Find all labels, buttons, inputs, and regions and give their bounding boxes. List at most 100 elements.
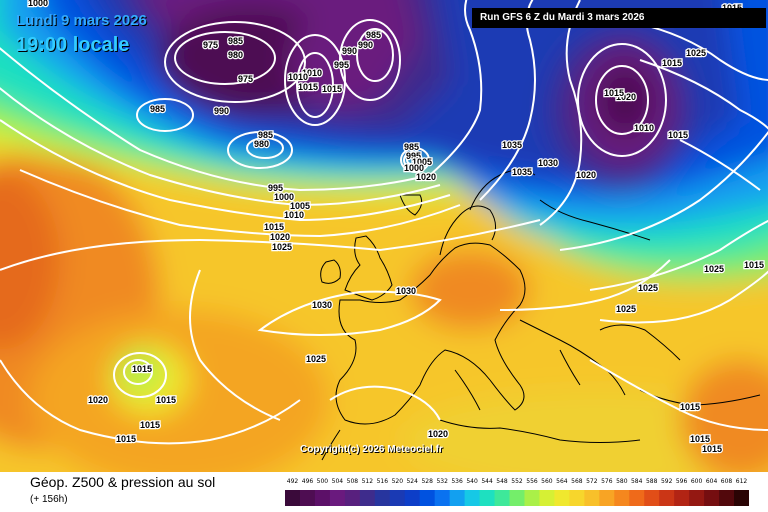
isobar-label: 980	[254, 139, 269, 149]
isobar-label: 1015	[690, 434, 710, 444]
isobar-label: 1015	[668, 130, 688, 140]
legend-swatch	[344, 490, 361, 506]
legend-swatch	[569, 490, 585, 506]
legend-value: 508	[346, 478, 359, 485]
legend-swatch	[479, 490, 496, 506]
legend-swatch	[599, 490, 615, 506]
legend-swatch	[314, 490, 331, 506]
isobar-label: 1020	[576, 170, 596, 180]
isobar-label: 1025	[272, 242, 292, 252]
legend-value: 540	[466, 478, 478, 485]
isobar-labels: 1000 975 985 980 975 1010 990 985 990 99…	[27, 0, 766, 455]
isobar-label: 985	[228, 36, 243, 46]
legend-swatch	[614, 490, 630, 506]
isobar-label: 1020	[88, 395, 108, 405]
isobar-label: 1015	[744, 260, 764, 270]
isobar-label: 1015	[680, 402, 700, 412]
legend-value: 520	[391, 478, 404, 485]
isobar-label: 1015	[702, 444, 722, 454]
legend-swatch	[734, 490, 749, 506]
geopotential-field	[0, 0, 768, 472]
legend-value: 612	[735, 478, 748, 485]
isobar-label: 1015	[132, 364, 152, 374]
isobar-label: 1030	[538, 158, 558, 168]
isobar-lines	[0, 0, 768, 443]
model-run-label: Run GFS 6 Z du Mardi 3 mars 2026	[472, 8, 766, 28]
isobar-label: 1025	[306, 354, 326, 364]
isobar-label: 995	[268, 183, 283, 193]
weather-map: 1000 975 985 980 975 1010 990 985 990 99…	[0, 0, 768, 472]
legend-swatch	[359, 490, 376, 506]
legend-swatch	[629, 490, 645, 506]
legend-swatch	[554, 490, 570, 506]
map-parameter-title: Géop. Z500 & pression au sol	[30, 474, 216, 490]
isobar-label: 1025	[704, 264, 724, 274]
color-legend-labels: 492 496 500 504 508 512 516 520 524 528 532 536 540 5…	[282, 478, 754, 488]
legend-value: 592	[660, 478, 673, 485]
legend-value: 584	[630, 478, 643, 485]
isobar-label: 1005	[290, 201, 310, 211]
legend-swatch	[285, 490, 301, 506]
legend-value: 576	[601, 478, 613, 485]
legend-swatch	[449, 490, 466, 506]
legend-swatch	[464, 490, 481, 506]
legend-swatch	[509, 490, 525, 506]
legend-value: 572	[586, 478, 598, 485]
copyright-notice: Copyright(c) 2026 Meteociel.fr	[300, 444, 443, 455]
weather-map-graphic: 1000 975 985 980 975 1010 990 985 990 99…	[0, 0, 768, 472]
legend-swatch	[644, 490, 660, 506]
legend-swatch	[524, 490, 540, 506]
isobar-label: 985	[366, 30, 381, 40]
isobar-label: 1020	[270, 232, 290, 242]
isobar-label: 995	[334, 60, 349, 70]
legend-value: 532	[436, 478, 448, 485]
isobar-label: 1035	[502, 140, 522, 150]
legend-value: 564	[556, 478, 568, 485]
isobar-label: 1025	[638, 283, 658, 293]
isobar-label: 1010	[288, 72, 308, 82]
isobar-label: 1015	[140, 420, 160, 430]
isobar-label: 975	[238, 74, 253, 84]
legend-swatch	[494, 490, 511, 506]
isobar-label: 1015	[116, 434, 136, 444]
isobar-label: 1000	[274, 192, 294, 202]
isobar-label: 1015	[662, 58, 682, 68]
legend-value: 588	[645, 478, 658, 485]
legend-value: 580	[616, 478, 628, 485]
isobar-label: 1000	[404, 163, 424, 173]
forecast-date: Lundi 9 mars 2026	[16, 12, 147, 29]
legend-swatch	[674, 490, 690, 506]
legend-value: 500	[316, 478, 329, 485]
isobar-label: 1015	[264, 222, 284, 232]
isobar-label: 1015	[156, 395, 176, 405]
isobar-label: 1010	[634, 123, 654, 133]
isobar-label: 995	[406, 151, 421, 161]
legend-value: 492	[286, 478, 299, 485]
isobar-label: 1005	[412, 157, 432, 167]
isobar-label: 1025	[616, 304, 636, 314]
legend-swatch	[434, 490, 451, 506]
legend-value: 600	[690, 478, 703, 485]
isobar-label: 985	[404, 142, 419, 152]
legend-value: 552	[511, 478, 523, 485]
isobar-label: 990	[342, 46, 357, 56]
isobar-label: 1015	[322, 84, 342, 94]
legend-swatch	[539, 490, 555, 506]
legend-value: 524	[406, 478, 418, 485]
isobar-label: 1010	[302, 68, 322, 78]
forecast-lead-time: (+ 156h)	[30, 494, 68, 505]
isobar-label: 1020	[428, 429, 448, 439]
isobar-label: 1020	[616, 92, 636, 102]
isobar-label: 985	[258, 130, 273, 140]
legend-swatch	[719, 490, 735, 506]
legend-swatch	[389, 490, 406, 506]
legend-value: 528	[421, 478, 433, 485]
isobar-label: 1035	[512, 167, 532, 177]
legend-swatch	[299, 490, 316, 506]
legend-value: 512	[361, 478, 374, 485]
forecast-time: 19:00 locale	[16, 34, 130, 56]
isobar-label: 1010	[284, 210, 304, 220]
isobar-label: 1030	[312, 300, 332, 310]
isobar-label: 980	[228, 50, 243, 60]
legend-value: 596	[675, 478, 688, 485]
